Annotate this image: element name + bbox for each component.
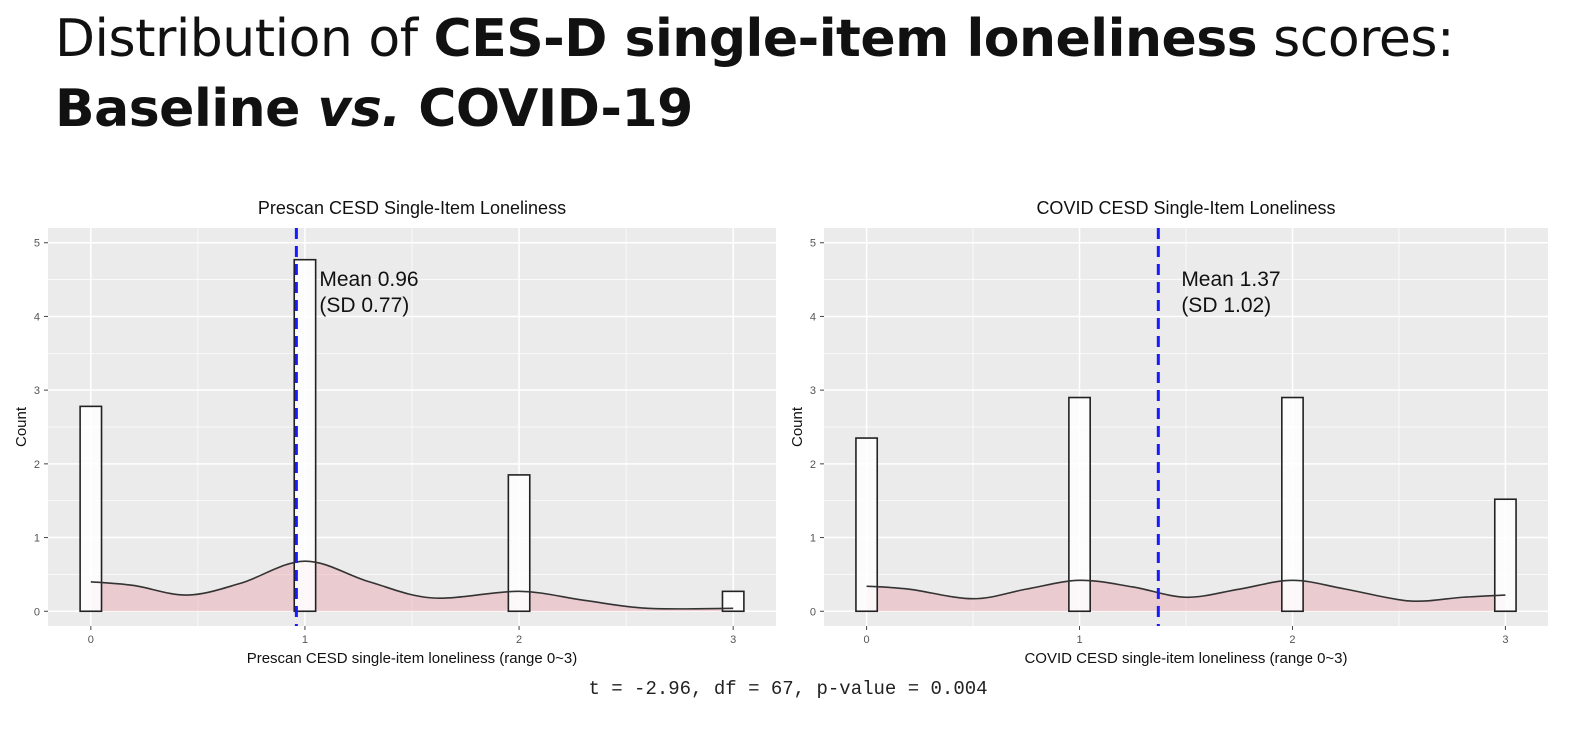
x-tick-label: 1 xyxy=(1076,634,1082,646)
covid-histogram: Mean 1.37 (SD 1.02) 0 1 2 3 0 1 2 3 4 5 COVID CESD S… xyxy=(789,198,1548,667)
x-tick-label: 0 xyxy=(864,634,870,646)
t-test-result: t = -2.96, df = 67, p-value = 0.004 xyxy=(588,678,988,700)
x-tick-label: 1 xyxy=(302,634,308,646)
x-tick-label: 2 xyxy=(516,634,522,646)
x-tick-label: 3 xyxy=(1502,634,1508,646)
x-axis-label: COVID CESD single-item loneliness (range… xyxy=(1024,650,1347,667)
y-tick-label: 0 xyxy=(810,606,816,618)
prescan-histogram: Mean 0.96 (SD 0.77) 0 1 2 3 0 1 2 3 4 5 Prescan CESD… xyxy=(13,198,776,667)
title-suffix: scores: xyxy=(1257,9,1455,69)
slide-title: Distribution of CES-D single-item loneli… xyxy=(55,4,1455,144)
y-tick-label: 3 xyxy=(810,385,816,397)
sd-label: (SD 1.02) xyxy=(1181,294,1271,317)
title-bold: CES-D single-item loneliness xyxy=(433,9,1258,69)
y-tick-label: 0 xyxy=(34,606,40,618)
title-prefix: Distribution of xyxy=(55,9,434,69)
y-tick-label: 5 xyxy=(810,238,816,250)
y-tick-label: 3 xyxy=(34,385,40,397)
chart-title: Prescan CESD Single-Item Loneliness xyxy=(258,198,566,218)
x-tick-label: 2 xyxy=(1289,634,1295,646)
y-axis-label: Count xyxy=(13,406,30,447)
density-curve xyxy=(866,579,1506,603)
y-tick-label: 2 xyxy=(34,459,40,471)
y-tick-label: 4 xyxy=(810,311,816,323)
y-axis-label: Count xyxy=(789,406,806,447)
density-curve xyxy=(90,560,734,610)
title-line2-bold2: COVID-19 xyxy=(400,79,693,139)
histogram-bar xyxy=(721,590,745,613)
x-tick-label: 3 xyxy=(730,634,736,646)
y-tick-label: 1 xyxy=(34,533,40,545)
x-tick-label: 0 xyxy=(88,634,94,646)
y-tick-label: 5 xyxy=(34,238,40,250)
y-tick-label: 2 xyxy=(810,459,816,471)
x-axis-label: Prescan CESD single-item loneliness (ran… xyxy=(247,650,578,667)
histogram-bar xyxy=(507,474,531,613)
histogram-bar xyxy=(1493,498,1517,613)
mean-label: Mean 0.96 xyxy=(319,268,418,291)
histogram-bar xyxy=(855,437,879,613)
title-line2: Baseline vs. COVID-19 xyxy=(55,74,1454,144)
title-line2-italic: vs. xyxy=(317,79,401,139)
chart-title: COVID CESD Single-Item Loneliness xyxy=(1036,198,1335,218)
y-tick-label: 4 xyxy=(34,311,40,323)
histogram-bar xyxy=(1068,396,1091,613)
y-tick-label: 1 xyxy=(810,533,816,545)
histogram-bar xyxy=(79,405,103,613)
mean-label: Mean 1.37 xyxy=(1181,268,1280,291)
title-line2-bold1: Baseline xyxy=(55,79,318,139)
density-area xyxy=(866,580,1506,612)
histogram-bar xyxy=(293,258,317,613)
sd-label: (SD 0.77) xyxy=(319,294,409,317)
histogram-bar xyxy=(1281,396,1304,613)
